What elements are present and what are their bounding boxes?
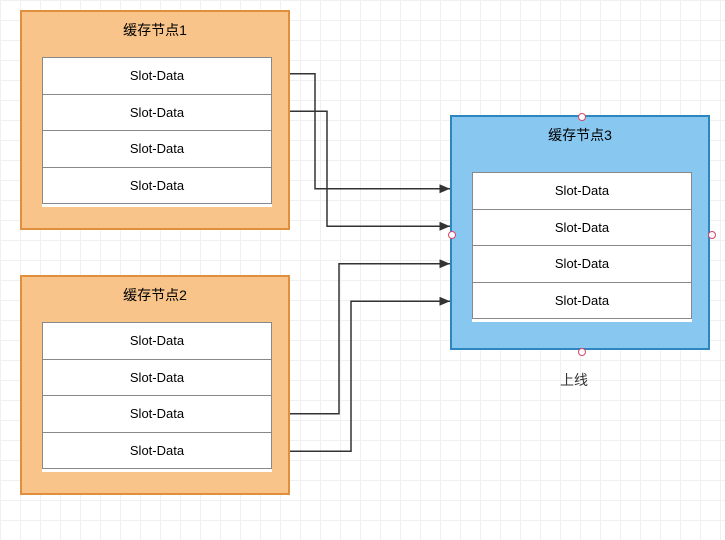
- node-title: 缓存节点3: [452, 117, 708, 155]
- node-title: 缓存节点2: [22, 277, 288, 315]
- slot-item[interactable]: Slot-Data: [472, 172, 692, 210]
- slot-item[interactable]: Slot-Data: [472, 245, 692, 283]
- slot-container: Slot-DataSlot-DataSlot-DataSlot-Data: [42, 57, 272, 207]
- cache-node-3[interactable]: 缓存节点3Slot-DataSlot-DataSlot-DataSlot-Dat…: [450, 115, 710, 350]
- slot-item[interactable]: Slot-Data: [42, 322, 272, 360]
- slot-item[interactable]: Slot-Data: [42, 94, 272, 132]
- slot-container: Slot-DataSlot-DataSlot-DataSlot-Data: [42, 322, 272, 472]
- slot-item[interactable]: Slot-Data: [42, 57, 272, 95]
- annotation-online: 上线: [560, 370, 588, 390]
- migration-arrow: [270, 301, 450, 451]
- migration-arrow: [270, 74, 450, 189]
- node-title: 缓存节点1: [22, 12, 288, 50]
- slot-container: Slot-DataSlot-DataSlot-DataSlot-Data: [472, 172, 692, 322]
- selection-handle[interactable]: [448, 231, 456, 239]
- cache-node-2[interactable]: 缓存节点2Slot-DataSlot-DataSlot-DataSlot-Dat…: [20, 275, 290, 495]
- slot-item[interactable]: Slot-Data: [42, 167, 272, 205]
- annotation-label: 上线: [560, 372, 588, 388]
- selection-handle[interactable]: [708, 231, 716, 239]
- slot-item[interactable]: Slot-Data: [472, 209, 692, 247]
- selection-handle[interactable]: [578, 113, 586, 121]
- slot-item[interactable]: Slot-Data: [42, 432, 272, 470]
- slot-item[interactable]: Slot-Data: [42, 359, 272, 397]
- slot-item[interactable]: Slot-Data: [42, 395, 272, 433]
- migration-arrow: [270, 264, 450, 414]
- slot-item[interactable]: Slot-Data: [42, 130, 272, 168]
- slot-item[interactable]: Slot-Data: [472, 282, 692, 320]
- selection-handle[interactable]: [578, 348, 586, 356]
- cache-node-1[interactable]: 缓存节点1Slot-DataSlot-DataSlot-DataSlot-Dat…: [20, 10, 290, 230]
- migration-arrow: [270, 111, 450, 226]
